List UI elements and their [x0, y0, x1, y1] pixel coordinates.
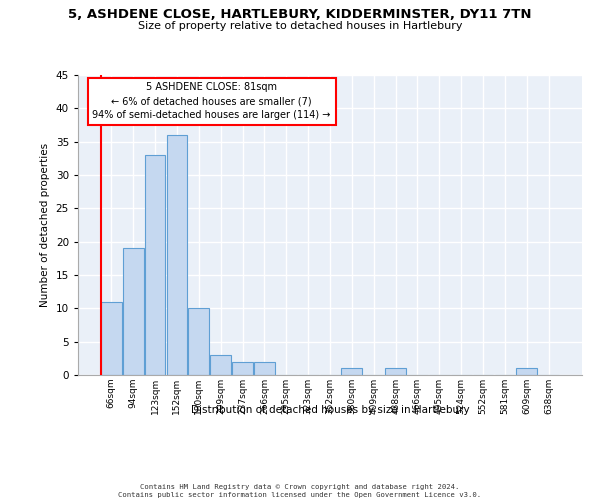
- Bar: [123, 248, 143, 375]
- Bar: [254, 362, 275, 375]
- Bar: [167, 135, 187, 375]
- Bar: [517, 368, 537, 375]
- Bar: [145, 155, 166, 375]
- Bar: [341, 368, 362, 375]
- Bar: [188, 308, 209, 375]
- Bar: [232, 362, 253, 375]
- Bar: [385, 368, 406, 375]
- Text: Size of property relative to detached houses in Hartlebury: Size of property relative to detached ho…: [138, 21, 462, 31]
- Bar: [101, 302, 122, 375]
- Text: 5, ASHDENE CLOSE, HARTLEBURY, KIDDERMINSTER, DY11 7TN: 5, ASHDENE CLOSE, HARTLEBURY, KIDDERMINS…: [68, 8, 532, 20]
- Text: Distribution of detached houses by size in Hartlebury: Distribution of detached houses by size …: [191, 405, 469, 415]
- Text: Contains HM Land Registry data © Crown copyright and database right 2024.
Contai: Contains HM Land Registry data © Crown c…: [118, 484, 482, 498]
- Text: 5 ASHDENE CLOSE: 81sqm
← 6% of detached houses are smaller (7)
94% of semi-detac: 5 ASHDENE CLOSE: 81sqm ← 6% of detached …: [92, 82, 331, 120]
- Bar: [210, 355, 231, 375]
- Y-axis label: Number of detached properties: Number of detached properties: [40, 143, 50, 307]
